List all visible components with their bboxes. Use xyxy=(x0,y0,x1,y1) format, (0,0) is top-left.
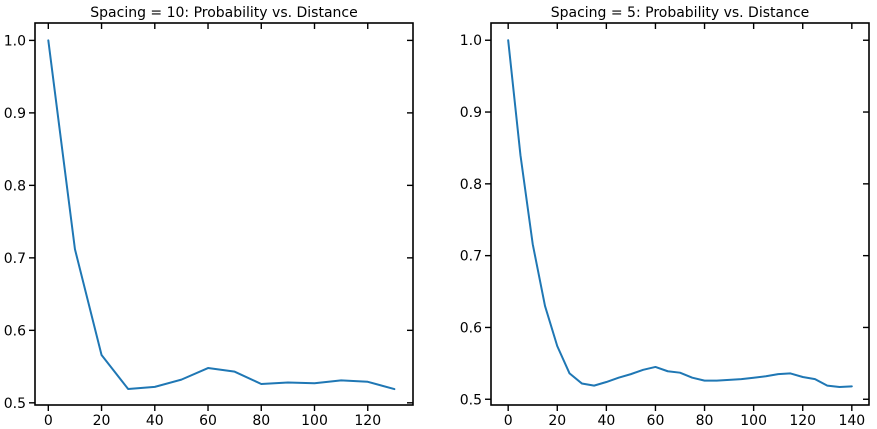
x-tick-label: 60 xyxy=(647,413,665,429)
x-tick-label: 80 xyxy=(252,413,270,429)
x-tick-label: 60 xyxy=(199,413,217,429)
x-tick-label: 100 xyxy=(301,413,328,429)
x-tick-label: 100 xyxy=(740,413,767,429)
chart-title: Spacing = 5: Probability vs. Distance xyxy=(551,5,810,21)
x-tick-labels: 0 20 40 60 80 100 120 xyxy=(44,413,381,429)
plot-frame xyxy=(490,22,870,406)
y-tick-label: 0.7 xyxy=(4,251,26,267)
x-tick-label: 140 xyxy=(838,413,865,429)
y-tick-label: 1.0 xyxy=(460,33,482,49)
series-line xyxy=(507,39,853,389)
y-tick-label: 0.8 xyxy=(460,177,482,193)
x-tick-label: 0 xyxy=(44,413,53,429)
y-tick-label: 0.8 xyxy=(4,178,26,194)
x-tick-label: 0 xyxy=(504,413,513,429)
chart-spacing-10: Spacing = 10: Probability vs. Distance 0… xyxy=(4,5,414,429)
y-tick-label: 0.5 xyxy=(4,396,26,412)
y-tick-label: 0.5 xyxy=(460,392,482,408)
x-tick-label: 120 xyxy=(354,413,381,429)
plot-frame xyxy=(34,22,414,406)
x-tick-label: 80 xyxy=(696,413,714,429)
y-tick-labels: 0.5 0.6 0.7 0.8 0.9 1.0 xyxy=(460,33,482,408)
x-tick-labels: 0 20 40 60 80 100 120 140 xyxy=(504,413,865,429)
y-tick-label: 0.9 xyxy=(460,105,482,121)
x-tick-label: 120 xyxy=(789,413,816,429)
x-tick-label: 40 xyxy=(597,413,615,429)
y-tick-label: 0.6 xyxy=(4,323,26,339)
y-tick-label: 0.9 xyxy=(4,106,26,122)
chart-spacing-5: Spacing = 5: Probability vs. Distance 0 2… xyxy=(460,5,870,429)
y-tick-labels: 0.5 0.6 0.7 0.8 0.9 1.0 xyxy=(4,33,26,411)
x-tick-label: 40 xyxy=(146,413,164,429)
series-line xyxy=(47,39,396,391)
chart-title: Spacing = 10: Probability vs. Distance xyxy=(90,5,357,21)
y-tick-label: 1.0 xyxy=(4,33,26,49)
y-tick-label: 0.7 xyxy=(460,249,482,265)
x-tick-label: 20 xyxy=(93,413,111,429)
y-tick-label: 0.6 xyxy=(460,320,482,336)
x-tick-label: 20 xyxy=(548,413,566,429)
